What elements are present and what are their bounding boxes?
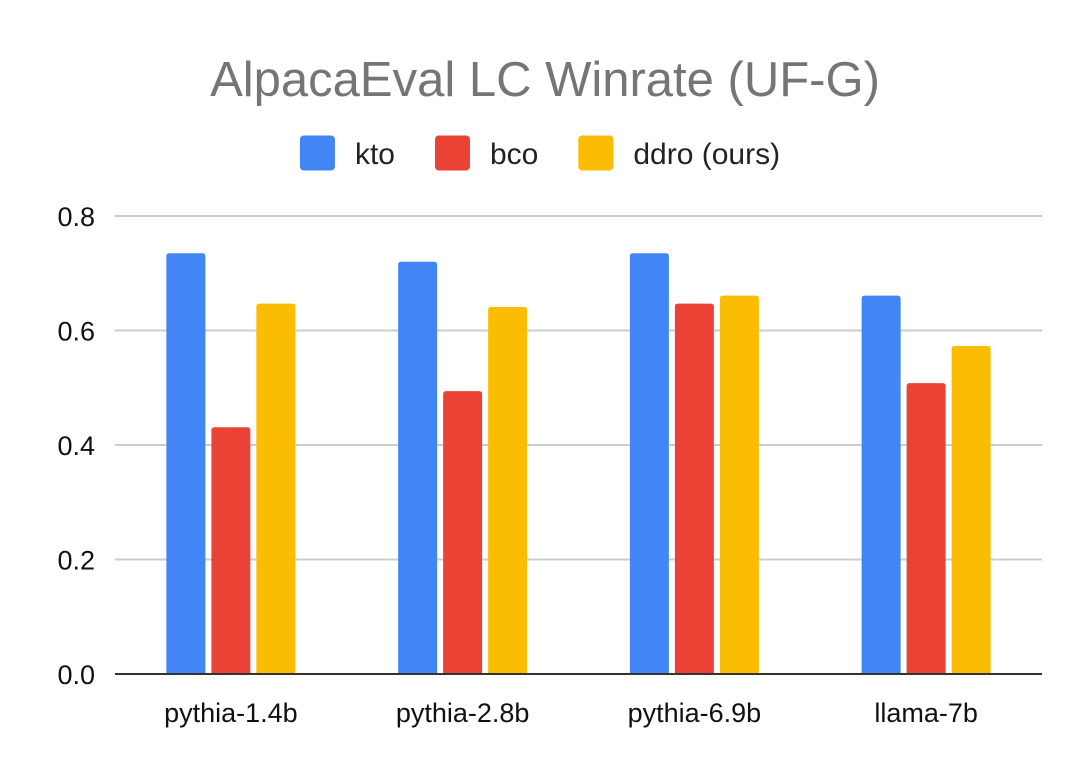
bar-ddro-ours-pythia-2-8b — [488, 307, 528, 674]
legend-swatch-kto — [299, 135, 335, 171]
legend-label-ddro-ours: ddro (ours) — [633, 138, 780, 171]
bar-ddro-ours-pythia-1-4b — [256, 303, 296, 674]
x-tick-label-pythia-2-8b: pythia-2.8b — [396, 698, 530, 728]
bar-kto-pythia-1-4b — [166, 253, 206, 674]
legend-swatch-bco — [434, 135, 470, 171]
legend-label-bco: bco — [490, 138, 538, 171]
axes: 0.0 0.2 0.4 0.6 0.8 pythia-1.4b pythia-2.8b pyt… — [57, 202, 1042, 728]
x-tick-label-pythia-1-4b: pythia-1.4b — [164, 698, 298, 728]
legend: kto bco ddro (ours) — [299, 135, 780, 171]
bar-bco-pythia-2-8b — [443, 391, 483, 674]
y-tick-label-0-4: 0.4 — [57, 431, 95, 461]
bar-bco-pythia-1-4b — [211, 427, 251, 674]
bar-ddro-ours-pythia-6-9b — [719, 295, 759, 674]
y-tick-label-0-2: 0.2 — [57, 546, 95, 576]
x-tick-label-llama-7b: llama-7b — [874, 698, 978, 728]
legend-label-kto: kto — [355, 138, 395, 171]
bar-kto-pythia-6-9b — [629, 253, 669, 674]
y-tick-label-0-0: 0.0 — [57, 660, 95, 690]
x-tick-label-pythia-6-9b: pythia-6.9b — [628, 698, 762, 728]
bar-ddro-ours-llama-7b — [951, 345, 991, 674]
bars — [166, 253, 991, 674]
y-tick-label-0-8: 0.8 — [57, 202, 95, 232]
bar-kto-llama-7b — [861, 295, 901, 674]
chart-title: AlpacaEval LC Winrate (UF-G) — [210, 53, 880, 107]
legend-swatch-ddro-ours — [578, 135, 614, 171]
gridlines — [115, 215, 1042, 561]
y-tick-label-0-6: 0.6 — [57, 317, 95, 347]
bar-bco-llama-7b — [906, 383, 946, 674]
bar-kto-pythia-2-8b — [398, 261, 438, 674]
bar-bco-pythia-6-9b — [674, 303, 714, 674]
